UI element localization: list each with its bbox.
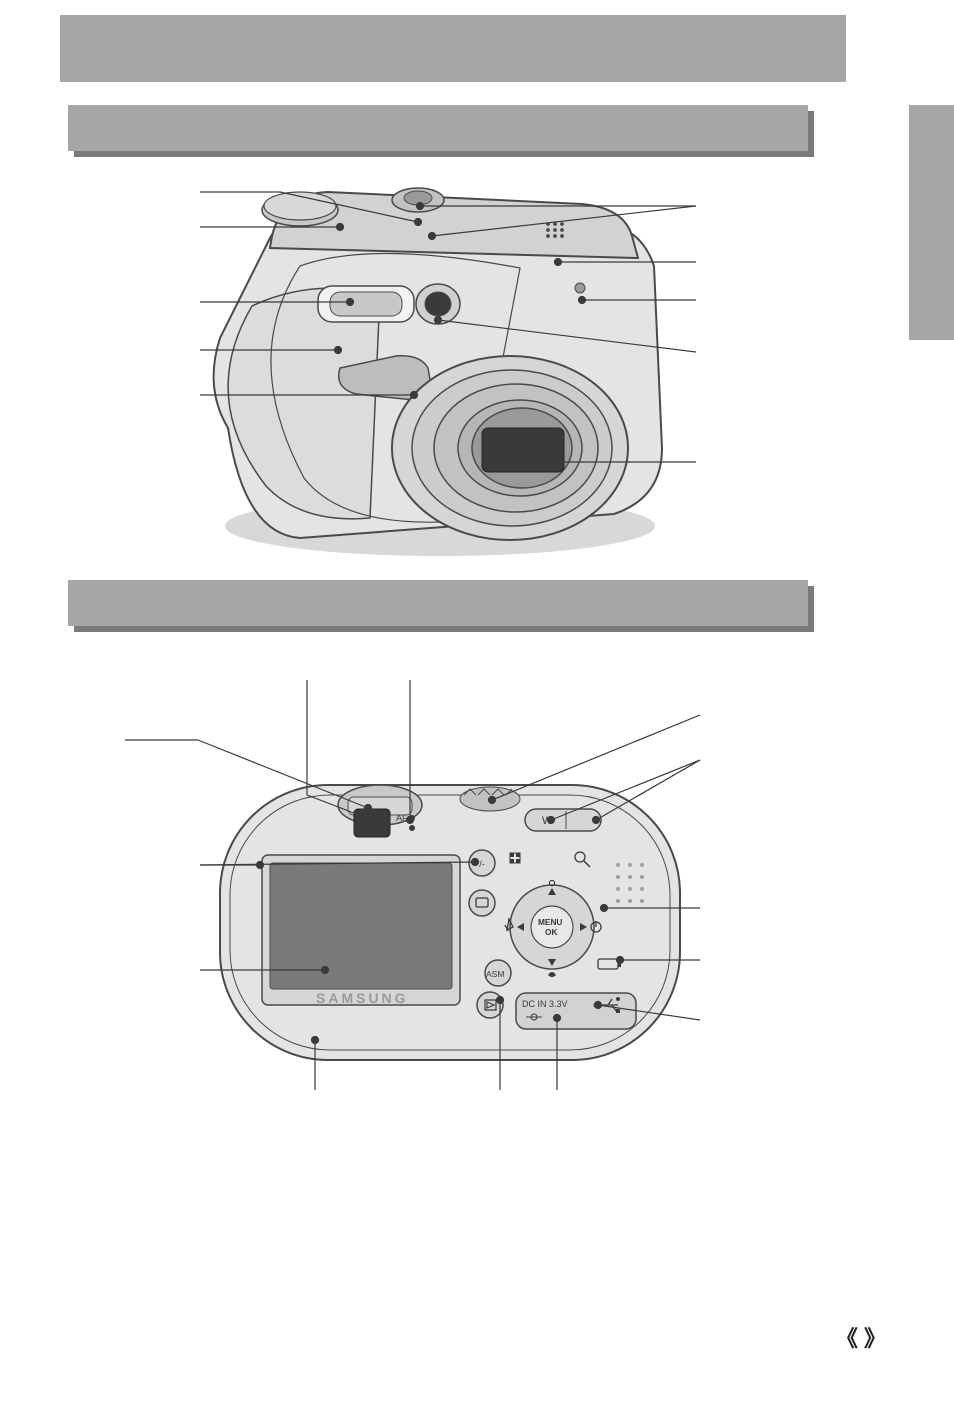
- menu-text: MENU: [538, 917, 562, 927]
- back-figure: AF W SAMSUNG: [0, 0, 954, 1200]
- page-close-bracket: 》: [864, 1326, 886, 1351]
- svg-text:ASM: ASM: [486, 969, 504, 979]
- page-open-bracket: 《: [836, 1326, 858, 1351]
- page: AF W SAMSUNG: [0, 0, 954, 1401]
- dc-text: DC IN 3.3V: [522, 999, 568, 1009]
- ok-text: OK: [545, 927, 557, 937]
- page-number: 《 》: [836, 1321, 886, 1353]
- samsung-text: SAMSUNG: [316, 990, 409, 1006]
